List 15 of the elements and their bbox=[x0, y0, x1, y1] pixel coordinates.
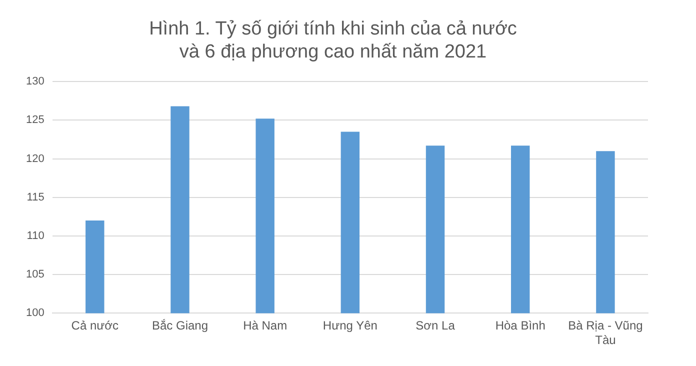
x-tick-label: Cả nước bbox=[71, 318, 119, 333]
x-tick-label: Bắc Giang bbox=[152, 318, 208, 333]
x-tick-label: Hà Nam bbox=[243, 318, 288, 333]
x-tick-label: Hòa Bình bbox=[495, 318, 546, 333]
y-tick-label: 125 bbox=[26, 114, 44, 126]
x-tick-label: Bà Rịa - Vũng Tàu bbox=[568, 318, 643, 348]
y-tick-label: 115 bbox=[26, 191, 44, 204]
x-tick-label: Sơn La bbox=[416, 318, 456, 333]
y-tick-label: 100 bbox=[26, 307, 44, 320]
y-tick-label: 105 bbox=[26, 268, 44, 281]
chart-title: Hình 1. Tỷ số giới tính khi sinh của cả nước và 6 địa phương cao nhất năm 2021 bbox=[149, 18, 517, 62]
y-tick-label: 130 bbox=[26, 76, 44, 88]
y-tick-label: 120 bbox=[26, 152, 44, 165]
y-tick-label: 110 bbox=[26, 230, 44, 242]
x-tick-label: Hưng Yên bbox=[322, 318, 378, 333]
